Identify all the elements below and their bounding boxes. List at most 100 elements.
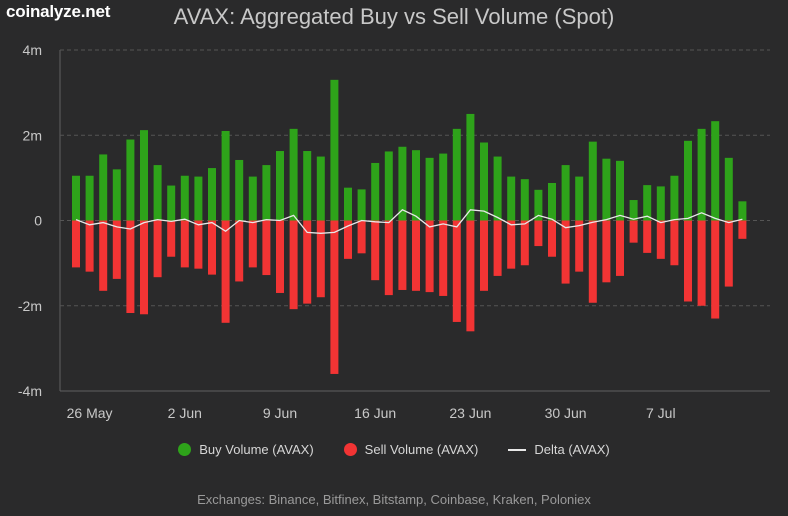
- legend-label-delta: Delta (AVAX): [534, 442, 610, 457]
- buy-bar: [330, 79, 339, 221]
- sell-bar: [303, 220, 312, 304]
- sell-bar: [262, 220, 271, 276]
- sell-bar: [507, 220, 516, 269]
- sell-bar: [72, 220, 80, 268]
- sell-bar: [629, 220, 638, 243]
- buy-bar: [507, 176, 516, 221]
- sell-bar: [656, 220, 665, 259]
- x-tick-label: 9 Jun: [263, 405, 297, 421]
- sell-bar: [493, 220, 502, 276]
- buy-bar: [561, 165, 570, 221]
- sell-bar: [371, 220, 380, 281]
- buy-bar: [684, 140, 692, 221]
- buy-bar: [602, 158, 611, 221]
- bar-layer: [72, 79, 747, 374]
- x-axis-labels: 26 May 2 Jun 9 Jun 16 Jun 23 Jun 30 Jun 7 Jul: [67, 405, 676, 421]
- x-tick-label: 2 Jun: [168, 405, 202, 421]
- buy-bar: [112, 169, 121, 221]
- buy-bar: [711, 121, 720, 221]
- sell-bar: [330, 220, 339, 374]
- sell-bar: [398, 220, 407, 290]
- sell-bar: [711, 220, 720, 319]
- x-tick-label: 30 Jun: [545, 405, 587, 421]
- sell-bar: [316, 220, 325, 298]
- buy-bar: [412, 150, 420, 221]
- y-tick-label: -4m: [18, 383, 42, 399]
- buy-bar: [140, 130, 148, 221]
- legend-item-delta[interactable]: Delta (AVAX): [508, 442, 610, 457]
- exchanges-footer: Exchanges: Binance, Bitfinex, Bitstamp, …: [197, 492, 591, 507]
- buy-bar: [548, 182, 556, 221]
- sell-bar: [588, 220, 597, 303]
- sell-bar: [99, 220, 108, 291]
- sell-bar: [534, 220, 543, 247]
- buy-bar: [493, 156, 502, 221]
- y-tick-label: -2m: [18, 298, 42, 314]
- sell-bar: [724, 220, 733, 287]
- delta-line-icon: [508, 448, 527, 451]
- sell-bar: [412, 220, 420, 291]
- sell-bar: [221, 220, 230, 323]
- buy-bar: [670, 175, 679, 221]
- chart-title: AVAX: Aggregated Buy vs Sell Volume (Spo…: [173, 4, 615, 29]
- buy-bar: [357, 189, 366, 221]
- buy-bar: [480, 142, 488, 221]
- buy-bar: [126, 139, 135, 221]
- buy-bar: [194, 176, 203, 221]
- sell-bar: [466, 220, 475, 332]
- sell-bar: [289, 220, 298, 310]
- sell-bar: [276, 220, 284, 293]
- sell-bar: [344, 220, 352, 259]
- sell-bar: [384, 220, 393, 296]
- buy-bar: [316, 156, 325, 221]
- brand-logo: coinalyze.net: [6, 2, 111, 21]
- sell-bar: [208, 220, 216, 275]
- delta-line: [75, 209, 743, 234]
- x-tick-label: 7 Jul: [646, 405, 676, 421]
- buy-bar: [85, 175, 94, 221]
- buy-bar: [452, 128, 461, 221]
- legend-item-sell[interactable]: Sell Volume (AVAX): [343, 442, 478, 457]
- sell-bar: [194, 220, 203, 269]
- buy-dot-icon: [178, 443, 192, 456]
- y-tick-label: 2m: [23, 127, 42, 143]
- buy-bar: [425, 157, 434, 221]
- sell-bar: [738, 220, 747, 239]
- buy-bar: [697, 128, 706, 221]
- buy-bar: [153, 165, 162, 221]
- sell-bar: [180, 220, 189, 268]
- sell-bar: [153, 220, 162, 278]
- sell-bar: [697, 220, 706, 306]
- buy-bar: [575, 176, 584, 221]
- buy-bar: [99, 154, 108, 221]
- buy-bar: [221, 130, 230, 221]
- sell-bar: [602, 220, 611, 283]
- sell-bar: [520, 220, 529, 266]
- x-tick-label: 26 May: [67, 405, 113, 421]
- sell-bar: [248, 220, 257, 268]
- buy-bar: [276, 151, 284, 221]
- buy-bar: [208, 168, 216, 221]
- buy-bar: [616, 160, 624, 221]
- sell-bar: [235, 220, 244, 282]
- sell-bar: [126, 220, 135, 313]
- legend-item-buy[interactable]: Buy Volume (AVAX): [178, 442, 314, 457]
- legend: Buy Volume (AVAX) Sell Volume (AVAX) Del…: [0, 442, 788, 457]
- sell-bar: [575, 220, 584, 272]
- buy-bar: [384, 151, 393, 221]
- buy-bar: [643, 185, 652, 221]
- buy-bar: [72, 175, 80, 221]
- buy-bar: [738, 201, 747, 221]
- y-tick-label: 0: [34, 213, 42, 229]
- buy-bar: [520, 179, 529, 221]
- sell-bar: [452, 220, 461, 322]
- buy-bar: [248, 176, 257, 221]
- buy-bar: [167, 185, 176, 221]
- buy-bar: [289, 128, 298, 221]
- sell-dot-icon: [343, 443, 357, 456]
- buy-bar: [466, 113, 475, 221]
- sell-bar: [140, 220, 148, 315]
- sell-bar: [670, 220, 679, 266]
- buy-bar: [724, 157, 733, 221]
- buy-bar: [656, 186, 665, 221]
